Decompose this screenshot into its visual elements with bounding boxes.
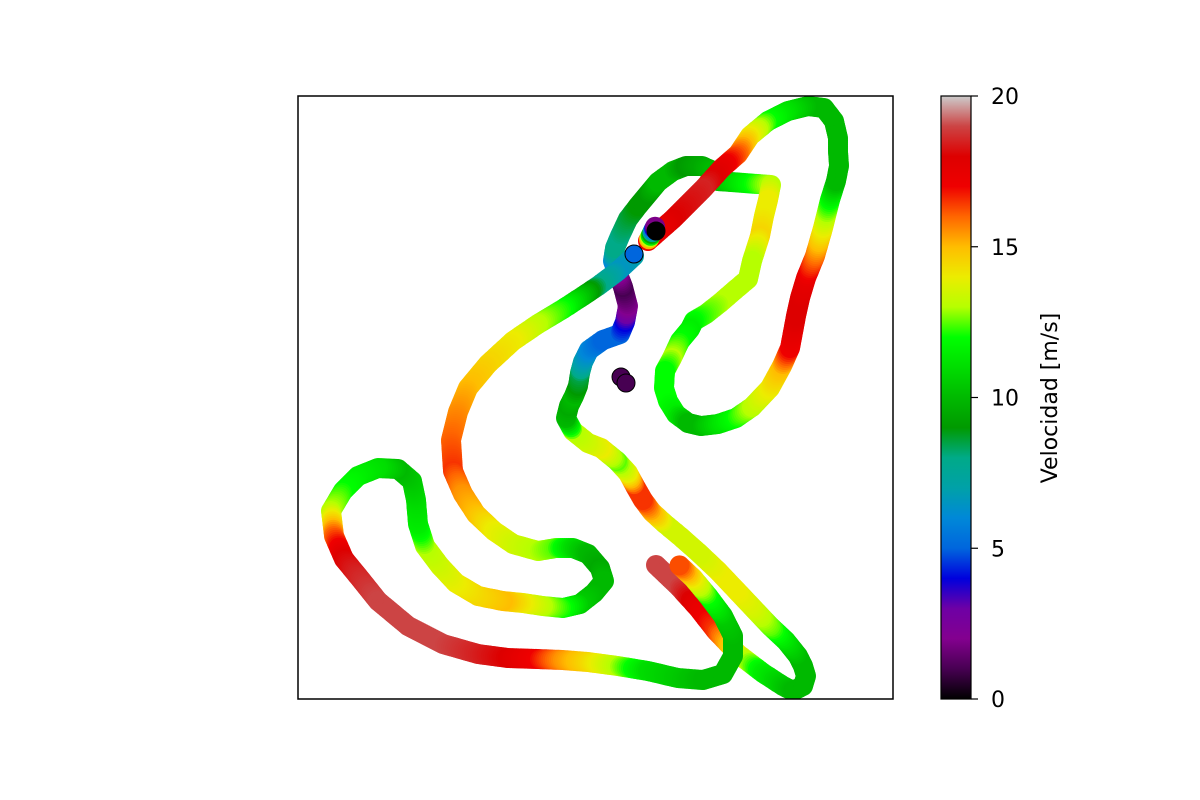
endpoint-marker	[616, 373, 636, 393]
colorbar-tick-label: 0	[991, 688, 1005, 713]
colorbar-tick-label: 5	[991, 537, 1005, 562]
colorbar-gradient	[941, 96, 971, 699]
track-scatter	[321, 96, 849, 699]
endpoint-marker	[646, 221, 666, 241]
colorbar-tick-label: 15	[991, 236, 1019, 261]
colorbar-ticks: 0 5 10 15 20	[971, 85, 1019, 713]
track-point	[669, 555, 690, 576]
colorbar-tick-label: 10	[991, 387, 1019, 412]
colorbar-tick-label: 20	[991, 85, 1019, 110]
endpoint-marker	[624, 244, 644, 264]
colorbar: 0 5 10 15 20 Velocidad [m/s]	[940, 85, 1063, 713]
plot-frame	[297, 95, 894, 700]
colorbar-label: Velocidad [m/s]	[1038, 313, 1063, 484]
